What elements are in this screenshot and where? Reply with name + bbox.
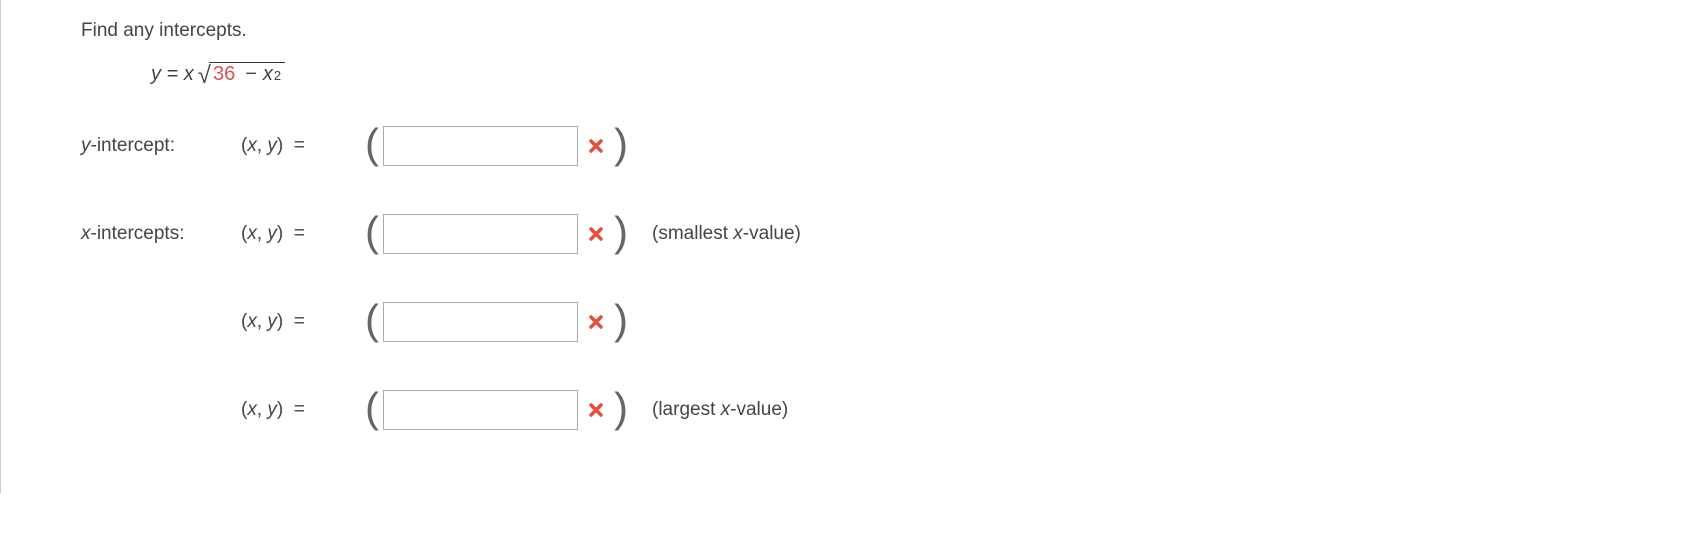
open-paren-icon: ( xyxy=(361,211,383,253)
row-annotation: (smallest x-value) xyxy=(652,223,801,245)
incorrect-icon xyxy=(588,138,604,154)
row-label: y-intercept: xyxy=(81,135,241,157)
close-paren-icon: ) xyxy=(610,387,632,429)
row-annotation: (largest x-value) xyxy=(652,399,788,421)
incorrect-icon xyxy=(588,314,604,330)
label-italic-prefix: x xyxy=(81,223,91,244)
open-paren-icon: ( xyxy=(361,123,383,165)
radicand-minus: − xyxy=(245,63,257,86)
incorrect-icon xyxy=(588,402,604,418)
answer-input[interactable] xyxy=(383,390,578,430)
xy-label: (x, y) = xyxy=(241,135,361,157)
equation-lhs: y = x xyxy=(151,63,194,86)
xy-label: (x, y) = xyxy=(241,223,361,245)
close-paren-icon: ) xyxy=(610,123,632,165)
open-paren-icon: ( xyxy=(361,299,383,341)
answer-input[interactable] xyxy=(383,214,578,254)
sqrt-expression: √ 36 − x2 xyxy=(198,62,285,86)
xy-label: (x, y) = xyxy=(241,399,361,421)
close-paren-icon: ) xyxy=(610,299,632,341)
problem-container: Find any intercepts. y = x √ 36 − x2 y-i… xyxy=(41,20,1664,435)
xy-label: (x, y) = xyxy=(241,311,361,333)
sqrt-icon: √ xyxy=(198,64,211,88)
intercept-row: (x, y) = ( ) xyxy=(81,297,1664,347)
equation: y = x √ 36 − x2 xyxy=(151,62,1664,86)
radicand-exponent: 2 xyxy=(274,68,281,83)
radicand-var: x xyxy=(263,63,273,86)
open-paren-icon: ( xyxy=(361,387,383,429)
prompt-text: Find any intercepts. xyxy=(81,20,1664,42)
radicand-constant: 36 xyxy=(213,63,235,86)
intercept-row: x-intercepts: (x, y) = ( ) (smallest x-v… xyxy=(81,209,1664,259)
label-italic-prefix: y xyxy=(81,135,91,156)
answer-input[interactable] xyxy=(383,126,578,166)
incorrect-icon xyxy=(588,226,604,242)
close-paren-icon: ) xyxy=(610,211,632,253)
answer-input[interactable] xyxy=(383,302,578,342)
intercept-row: (x, y) = ( ) (largest x-value) xyxy=(81,385,1664,435)
intercept-row: y-intercept: (x, y) = ( ) xyxy=(81,121,1664,171)
row-label: x-intercepts: xyxy=(81,223,241,245)
radicand: 36 − x2 xyxy=(209,62,285,86)
